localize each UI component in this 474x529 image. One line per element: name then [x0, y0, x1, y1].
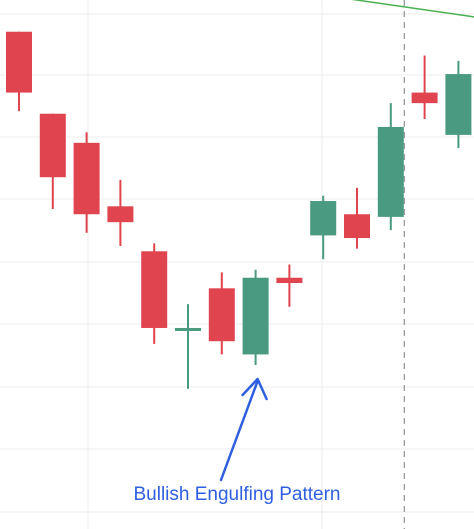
trend-line: [351, 0, 474, 18]
candles: [6, 31, 472, 389]
candle-body: [344, 214, 370, 239]
candle: [310, 195, 337, 260]
arrow-shaft: [219, 379, 259, 482]
pattern-annotation-label: Bullish Engulfing Pattern: [133, 484, 341, 505]
chart-overlays: [351, 0, 474, 529]
candle: [6, 31, 32, 112]
candle-body: [141, 251, 168, 328]
candle-body: [175, 327, 201, 331]
candle: [276, 264, 303, 307]
candle: [141, 243, 168, 344]
candle-body: [208, 288, 235, 342]
candle-body: [39, 113, 66, 178]
candle: [175, 304, 201, 389]
candle: [242, 269, 269, 366]
candle-body: [242, 277, 269, 355]
candle: [445, 60, 472, 149]
candle: [39, 113, 66, 209]
candle-body: [73, 142, 100, 215]
candle-body: [310, 201, 337, 236]
candle-body: [411, 92, 438, 104]
candle: [73, 132, 100, 233]
candle: [411, 55, 438, 120]
arrow-head: [241, 377, 268, 401]
candle-body: [276, 277, 303, 284]
candle: [344, 187, 370, 249]
candle: [107, 179, 134, 246]
candle-body: [377, 126, 404, 217]
candle: [208, 272, 235, 355]
candle-body: [445, 74, 472, 135]
candle-body: [6, 31, 32, 93]
annotation-arrow: [219, 377, 268, 482]
candle-body: [107, 206, 134, 223]
candle: [377, 103, 404, 231]
